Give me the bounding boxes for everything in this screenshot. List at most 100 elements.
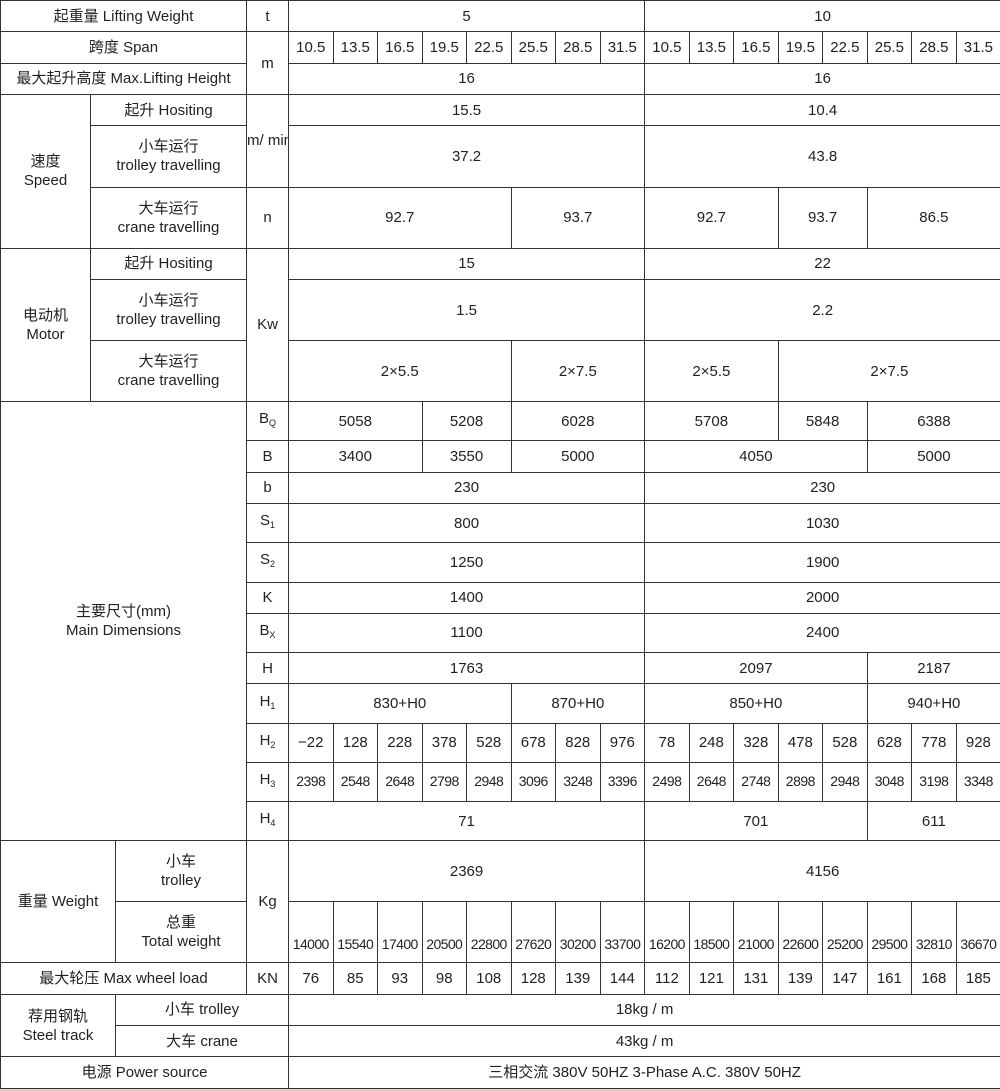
table-row: 起重量 Lifting Weight t 5 10	[0, 0, 1000, 33]
value-cell: 1100	[288, 612, 646, 654]
value-cell: 2187	[866, 652, 1000, 685]
value-text: 800	[454, 514, 480, 532]
value-cell: 14000	[288, 901, 334, 964]
value-text: 22.5	[474, 39, 504, 57]
value-text: 16200	[648, 936, 686, 953]
value-text: 28.5	[563, 39, 593, 57]
value-text: 30200	[559, 936, 597, 953]
value-cell: 2×7.5	[777, 340, 1000, 403]
value-cell: 2748	[733, 761, 779, 802]
value-cell: 185	[955, 962, 1000, 995]
table-row: H1 830+H0 870+H0 850+H0 940+H0	[1, 683, 1000, 724]
value-text: 128	[520, 970, 546, 988]
unit-text: t	[265, 7, 270, 25]
value-cell: 2369	[288, 840, 646, 903]
value-text: 3096	[518, 773, 549, 790]
group-label: 电动机 Motor	[0, 247, 91, 403]
value-text: 2.2	[812, 301, 834, 319]
value-text: 三相交流 380V 50HZ 3-Phase A.C. 380V 50HZ	[488, 1064, 801, 1082]
value-text: 870+H0	[551, 695, 605, 712]
value-text: 1030	[805, 514, 840, 532]
value-text: 20500	[426, 936, 463, 953]
value-text: 6028	[561, 412, 595, 430]
row-label: 最大起升高度 Max.Lifting Height	[0, 62, 248, 96]
value-text: 10.5	[296, 39, 326, 57]
value-cell: 37.2	[288, 125, 646, 188]
dimension-symbol: B	[246, 440, 290, 473]
value-text: 29500	[871, 936, 908, 953]
sub-label-text-en: Total weight	[141, 933, 221, 951]
value-text: 2×5.5	[692, 362, 731, 380]
value-cell: 701	[644, 800, 868, 842]
value-cell: 870+H0	[510, 683, 646, 724]
value-text: 940+H0	[907, 695, 961, 712]
value-cell: 18500	[688, 901, 735, 964]
value-cell: 86.5	[866, 186, 1000, 249]
value-text: 478	[787, 734, 813, 752]
value-cell: 139	[555, 962, 601, 995]
dimension-subscript: Q	[269, 418, 277, 429]
value-text: 147	[832, 970, 858, 988]
value-cell: 3400	[288, 440, 423, 473]
dimension-symbol-text: K	[262, 589, 273, 607]
value-cell: 22.5	[822, 31, 868, 64]
row-label-text: 起重量 Lifting Weight	[53, 7, 194, 25]
sub-label: 小车 trolley	[114, 840, 248, 903]
value-text: 15	[458, 255, 475, 273]
row-label: 起重量 Lifting Weight	[0, 0, 248, 33]
table-row: 最大轮压 Max wheel load KN 76 85 93 98 108 128 139 14…	[0, 962, 1000, 995]
value-cell: 3396	[599, 761, 646, 802]
value-cell: 830+H0	[288, 683, 512, 724]
value-text: 3348	[963, 773, 994, 790]
value-cell: 2×5.5	[288, 340, 512, 403]
value-text: 19.5	[785, 39, 815, 57]
value-cell: 528	[822, 722, 868, 763]
dimension-symbol-text: S	[260, 551, 271, 569]
value-cell: 2948	[822, 761, 868, 802]
value-text: 18kg / m	[615, 1001, 674, 1019]
value-cell: 108	[466, 962, 512, 995]
value-cell: 2948	[466, 761, 512, 802]
value-text: 92.7	[696, 209, 726, 227]
value-cell: 2548	[332, 761, 379, 802]
value-cell: 1763	[288, 652, 646, 685]
dimension-subscript: 2	[270, 559, 276, 570]
value-cell: 29500	[866, 901, 913, 964]
value-text: 139	[565, 970, 591, 988]
value-text: 161	[876, 970, 902, 988]
row-label-text: 最大轮压 Max wheel load	[39, 970, 208, 988]
table-row: BX 1100 2400	[1, 612, 1000, 654]
table-row: K 1400 2000	[1, 581, 1000, 614]
value-cell: 478	[777, 722, 824, 763]
value-text: 93	[391, 970, 409, 988]
sub-label: 小车运行 trolley travelling	[89, 278, 248, 342]
value-cell: 93.7	[510, 186, 646, 249]
value-text: 144	[609, 970, 635, 988]
dimension-symbol-text: H	[259, 810, 271, 828]
value-cell: 112	[644, 962, 690, 995]
dimension-symbol-text: B	[259, 410, 270, 428]
unit-cell: Kg	[246, 840, 290, 964]
row-label-text: 最大起升高度 Max.Lifting Height	[16, 70, 231, 88]
value-cell: 19.5	[421, 31, 468, 64]
unit-cell: KN	[246, 962, 290, 995]
table-row: S1 800 1030	[1, 503, 1000, 544]
unit-text: Kg	[258, 893, 277, 911]
value-text: 3048	[874, 773, 905, 790]
dimension-symbol-text: H	[259, 731, 271, 749]
value-cell: 16	[288, 62, 646, 96]
dimension-symbol-text: H	[259, 770, 271, 788]
value-cell: 611	[866, 800, 1000, 842]
value-cell: 16.5	[733, 31, 779, 64]
sub-label-text: 小车运行	[138, 138, 199, 156]
value-cell: 678	[510, 722, 557, 763]
value-text: 112	[654, 970, 679, 988]
value-cell: 22600	[777, 901, 824, 964]
dimension-symbol: S1	[246, 503, 290, 544]
sub-label-text-en: crane travelling	[117, 218, 220, 236]
value-text: 528	[832, 734, 858, 752]
value-cell: 800	[288, 503, 646, 544]
value-text: 248	[698, 734, 724, 752]
value-text: 2097	[739, 659, 773, 677]
value-cell: 3348	[955, 761, 1000, 802]
